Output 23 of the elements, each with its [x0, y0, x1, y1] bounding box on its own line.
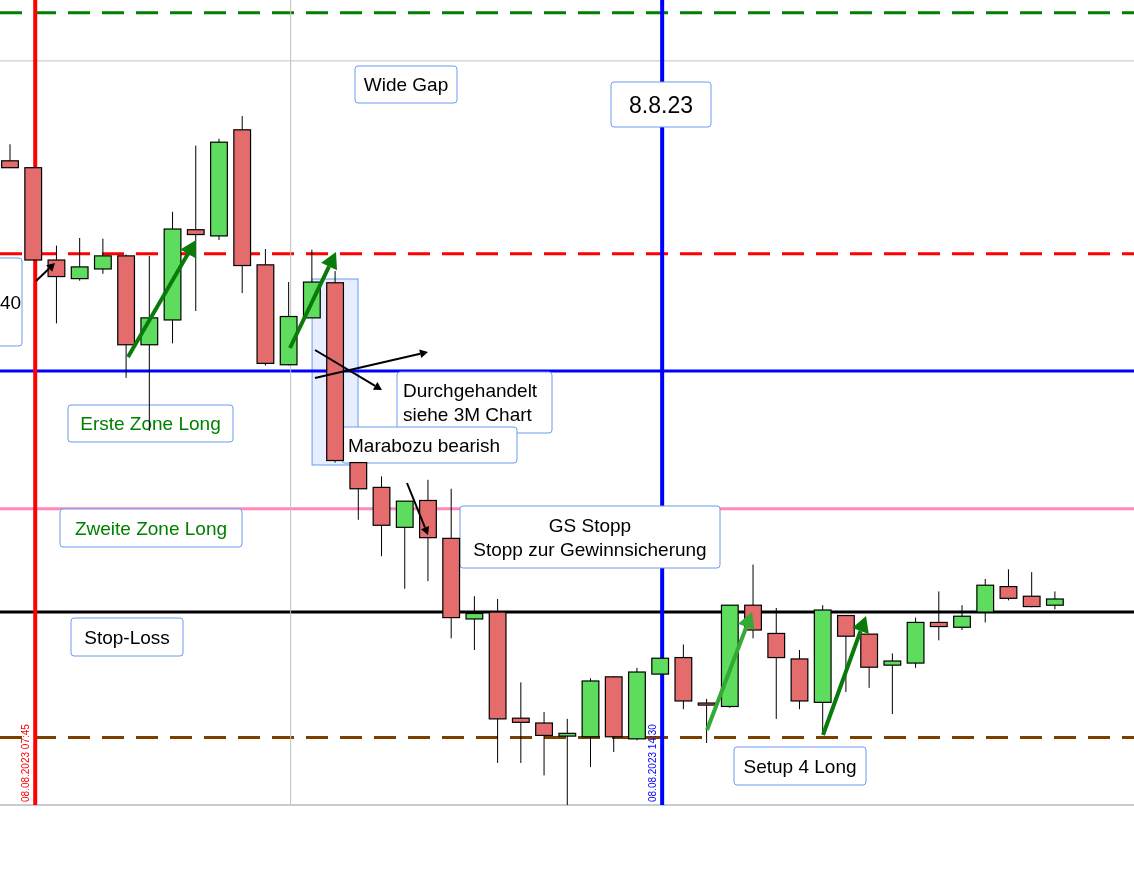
candlestick — [70, 237, 89, 282]
candlestick — [883, 652, 902, 715]
candlestick — [697, 698, 716, 744]
annotation: Stop-Loss — [84, 626, 170, 648]
candlestick — [999, 568, 1018, 601]
annotation: Durchgehandelt siehe 3M Chart — [403, 380, 538, 426]
annotation: 08.08.2023 07:45 — [20, 723, 32, 802]
text: Wide Gap — [363, 74, 449, 96]
candlestick — [511, 681, 530, 764]
annotation: 8.8.23 — [629, 91, 693, 118]
candlestick — [558, 718, 577, 806]
candlestick — [1022, 571, 1041, 608]
candlestick — [535, 711, 554, 776]
annotation: Zweite Zone Long — [74, 517, 228, 539]
candlestick — [1045, 590, 1064, 610]
candlestick — [93, 238, 112, 275]
annotation: Setup 4 Long — [743, 755, 857, 777]
candlestick — [1, 143, 19, 169]
annotation: GS Stopp Stopp zur Gewinnsicherung — [473, 514, 707, 560]
annotation: Marabozu bearish — [348, 434, 501, 456]
annotation: 40 — [0, 291, 22, 313]
candlestick — [186, 145, 205, 312]
annotation: 08.08.2023 14:30 — [647, 723, 659, 802]
